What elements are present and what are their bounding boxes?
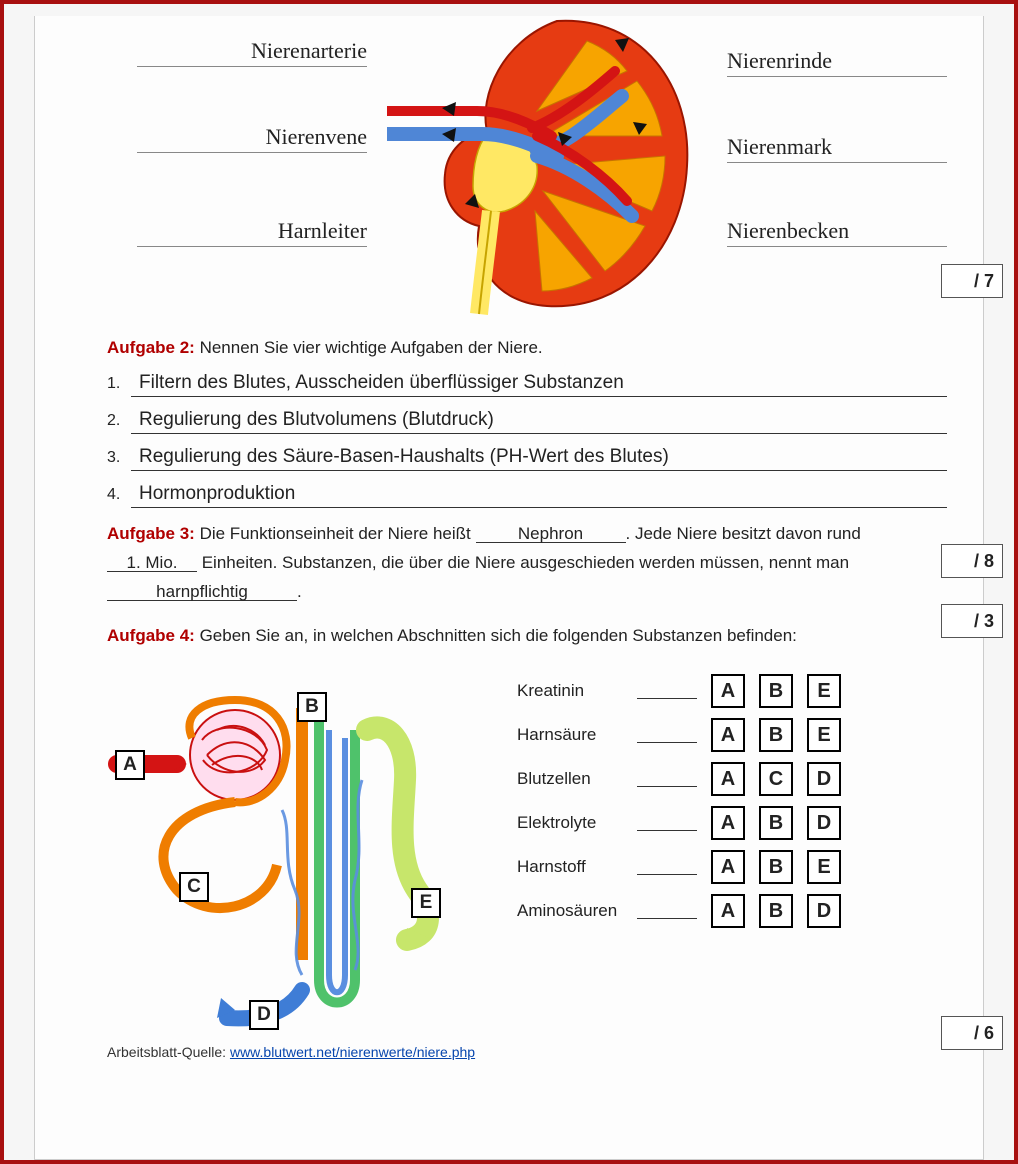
kidney-diagram-area: Nierenarterie Nierenvene Harnleiter Nier… xyxy=(107,26,947,326)
answer-line: Filtern des Blutes, Ausscheiden überflüs… xyxy=(131,372,947,397)
substance-name: Aminosäuren xyxy=(517,901,627,921)
nephron-diagram-wrap: A B C D E xyxy=(107,660,487,1040)
answer-number: 2. xyxy=(107,412,131,434)
letter-box: C xyxy=(759,762,793,796)
substance-name: Kreatinin xyxy=(517,681,627,701)
letter-box: B xyxy=(759,718,793,752)
substance-name: Blutzellen xyxy=(517,769,627,789)
letter-box: A xyxy=(711,850,745,884)
substance-row: Harnsäure A B E xyxy=(517,718,947,752)
substance-blank xyxy=(637,771,697,787)
kidney-label-nierenrinde: Nierenrinde xyxy=(727,48,947,77)
letter-box: A xyxy=(711,894,745,928)
kidney-illustration xyxy=(387,16,697,316)
score-box-task3: / 3 xyxy=(941,604,1003,638)
task2-prompt-text: Nennen Sie vier wichtige Aufgaben der Ni… xyxy=(200,338,543,357)
substance-row: Blutzellen A C D xyxy=(517,762,947,796)
substance-row: Elektrolyte A B D xyxy=(517,806,947,840)
substance-row: Aminosäuren A B D xyxy=(517,894,947,928)
nephron-label-b: B xyxy=(297,692,327,722)
answer-line: Hormonproduktion xyxy=(131,483,947,508)
score-box-task2: / 8 xyxy=(941,544,1003,578)
nephron-label-a: A xyxy=(115,750,145,780)
page-frame: Nierenarterie Nierenvene Harnleiter Nier… xyxy=(0,0,1018,1164)
substance-blank xyxy=(637,683,697,699)
letter-box: B xyxy=(759,806,793,840)
score-box-task1: / 7 xyxy=(941,264,1003,298)
substance-name: Harnsäure xyxy=(517,725,627,745)
task2-answers: 1. Filtern des Blutes, Ausscheiden überf… xyxy=(107,372,947,508)
nephron-label-d: D xyxy=(249,1000,279,1030)
source-link[interactable]: www.blutwert.net/nierenwerte/niere.php xyxy=(230,1044,475,1060)
task3-text: Aufgabe 3: Die Funktionseinheit der Nier… xyxy=(107,520,947,607)
substance-blank xyxy=(637,815,697,831)
task2-title: Aufgabe 2: xyxy=(107,338,195,357)
task4-title: Aufgabe 4: xyxy=(107,626,195,645)
substance-list: Kreatinin A B E Harnsäure A B E Blutzell… xyxy=(517,660,947,1040)
letter-box: B xyxy=(759,850,793,884)
kidney-label-harnleiter: Harnleiter xyxy=(137,218,367,247)
letter-box: E xyxy=(807,674,841,708)
answer-number: 3. xyxy=(107,449,131,471)
task3-part3: Einheiten. Substanzen, die über die Nier… xyxy=(197,553,849,572)
task3-blank-1: Nephron xyxy=(476,525,626,543)
task3-part4: . xyxy=(297,582,302,601)
kidney-label-nierenbecken: Nierenbecken xyxy=(727,218,947,247)
letter-box: D xyxy=(807,894,841,928)
task2-answer-row: 1. Filtern des Blutes, Ausscheiden überf… xyxy=(107,372,947,397)
task3-part2: . Jede Niere besitzt davon rund xyxy=(626,524,861,543)
kidney-label-nierenarterie: Nierenarterie xyxy=(137,38,367,67)
score-box-task4: / 6 xyxy=(941,1016,1003,1050)
nephron-label-c: C xyxy=(179,872,209,902)
source-label: Arbeitsblatt-Quelle: xyxy=(107,1044,226,1060)
letter-box: A xyxy=(711,718,745,752)
substance-row: Harnstoff A B E xyxy=(517,850,947,884)
answer-number: 4. xyxy=(107,486,131,508)
task2-prompt: Aufgabe 2: Nennen Sie vier wichtige Aufg… xyxy=(107,336,947,360)
kidney-label-nierenvene: Nierenvene xyxy=(137,124,367,153)
task3-part1: Die Funktionseinheit der Niere heißt xyxy=(200,524,476,543)
letter-box: A xyxy=(711,806,745,840)
letter-box: E xyxy=(807,850,841,884)
task4-prompt: Aufgabe 4: Geben Sie an, in welchen Absc… xyxy=(107,624,947,648)
task3-blank-2: 1. Mio. xyxy=(107,554,197,572)
substance-blank xyxy=(637,903,697,919)
task4-prompt-text: Geben Sie an, in welchen Abschnitten sic… xyxy=(200,626,797,645)
worksheet-source: Arbeitsblatt-Quelle: www.blutwert.net/ni… xyxy=(107,1044,947,1060)
substance-blank xyxy=(637,859,697,875)
substance-row: Kreatinin A B E xyxy=(517,674,947,708)
substance-name: Harnstoff xyxy=(517,857,627,877)
nephron-label-e: E xyxy=(411,888,441,918)
answer-line: Regulierung des Blutvolumens (Blutdruck) xyxy=(131,409,947,434)
task2-answer-row: 3. Regulierung des Säure-Basen-Haushalts… xyxy=(107,446,947,471)
task2-answer-row: 4. Hormonproduktion xyxy=(107,483,947,508)
letter-box: B xyxy=(759,894,793,928)
substance-name: Elektrolyte xyxy=(517,813,627,833)
answer-line: Regulierung des Säure-Basen-Haushalts (P… xyxy=(131,446,947,471)
task2-answer-row: 2. Regulierung des Blutvolumens (Blutdru… xyxy=(107,409,947,434)
letter-box: E xyxy=(807,718,841,752)
letter-box: A xyxy=(711,674,745,708)
answer-number: 1. xyxy=(107,375,131,397)
task3-title: Aufgabe 3: xyxy=(107,524,195,543)
page-inner: Nierenarterie Nierenvene Harnleiter Nier… xyxy=(34,16,984,1160)
letter-box: D xyxy=(807,762,841,796)
letter-box: B xyxy=(759,674,793,708)
letter-box: A xyxy=(711,762,745,796)
task3-blank-3: harnpflichtig xyxy=(107,583,297,601)
kidney-label-nierenmark: Nierenmark xyxy=(727,134,947,163)
substance-blank xyxy=(637,727,697,743)
letter-box: D xyxy=(807,806,841,840)
nephron-area: A B C D E Kreatinin A B E Harnsäure A xyxy=(107,660,947,1040)
